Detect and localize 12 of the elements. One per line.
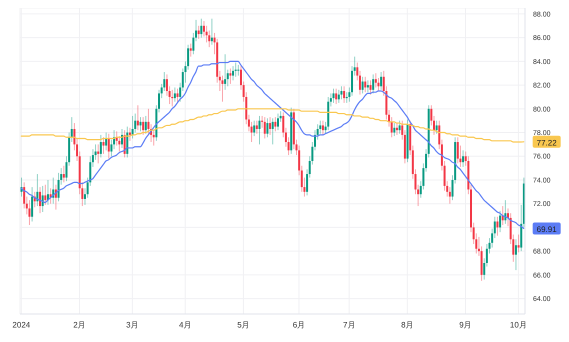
data-label: 69.91	[536, 224, 558, 234]
x-tick-label: 5月	[237, 320, 250, 330]
x-tick-label: 7月	[342, 320, 356, 330]
x-tick-label: 9月	[459, 320, 472, 330]
x-tick-label: 2月	[73, 320, 86, 330]
x-tick-label: 2024	[12, 320, 31, 330]
x-tick-label: 10月	[510, 320, 527, 330]
x-tick-label: 6月	[292, 320, 306, 330]
x-tick-label: 4月	[179, 320, 192, 330]
x-tick-label: 3月	[126, 320, 139, 330]
x-tick-label: 8月	[401, 320, 414, 330]
data-label: 77.22	[536, 138, 558, 148]
